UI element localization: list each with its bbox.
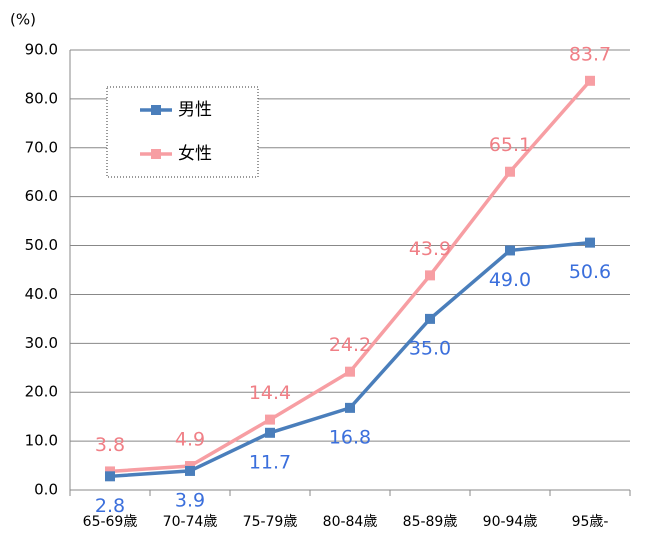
data-label: 43.9 [409, 238, 451, 260]
data-label: 3.9 [175, 489, 205, 511]
data-label: 35.0 [409, 337, 451, 359]
data-label: 83.7 [569, 43, 611, 65]
data-label: 2.8 [95, 495, 125, 517]
y-tick-label: 50.0 [25, 236, 58, 254]
point [425, 270, 435, 281]
y-tick-label: 0.0 [34, 481, 58, 499]
y-tick-label: 60.0 [25, 187, 58, 205]
x-tick-label: 65-69歳 [83, 514, 138, 530]
point [185, 465, 195, 476]
y-tick-label: 10.0 [25, 432, 58, 450]
data-label: 3.8 [95, 434, 125, 456]
x-tick-label: 75-79歳 [243, 514, 298, 530]
point [505, 166, 515, 177]
point [425, 313, 435, 324]
data-label: 11.7 [249, 451, 291, 473]
x-tick-label: 95歳- [572, 514, 609, 530]
y-tick-label: 90.0 [25, 41, 58, 59]
point [585, 75, 595, 86]
data-label: 4.9 [175, 429, 205, 451]
y-tick-label: 20.0 [25, 383, 58, 401]
data-label: 65.1 [489, 134, 531, 156]
y-tick-label: 80.0 [25, 89, 58, 107]
y-tick-label: 40.0 [25, 285, 58, 303]
legend-label: 女性 [178, 144, 212, 164]
data-label: 50.6 [569, 261, 611, 283]
x-tick-label: 90-94歳 [483, 514, 538, 530]
point [265, 414, 275, 425]
data-label: 14.4 [249, 382, 291, 404]
point [345, 366, 355, 377]
point [345, 402, 355, 413]
point [265, 427, 275, 438]
point [105, 471, 115, 482]
x-tick-label: 70-74歳 [163, 514, 218, 530]
legend-marker [151, 105, 161, 115]
legend-label: 男性 [178, 100, 212, 120]
x-tick-label: 80-84歳 [323, 514, 378, 530]
data-label: 49.0 [489, 269, 531, 291]
data-label: 16.8 [329, 426, 371, 448]
point [505, 245, 515, 256]
data-label: 24.2 [329, 334, 371, 356]
y-tick-label: 30.0 [25, 334, 58, 352]
legend-box [106, 86, 259, 178]
y-tick-label: 70.0 [25, 138, 58, 156]
x-tick-label: 85-89歳 [403, 514, 458, 530]
point [585, 237, 595, 248]
y-axis-label: (%) [10, 11, 36, 29]
legend-marker [151, 149, 161, 159]
